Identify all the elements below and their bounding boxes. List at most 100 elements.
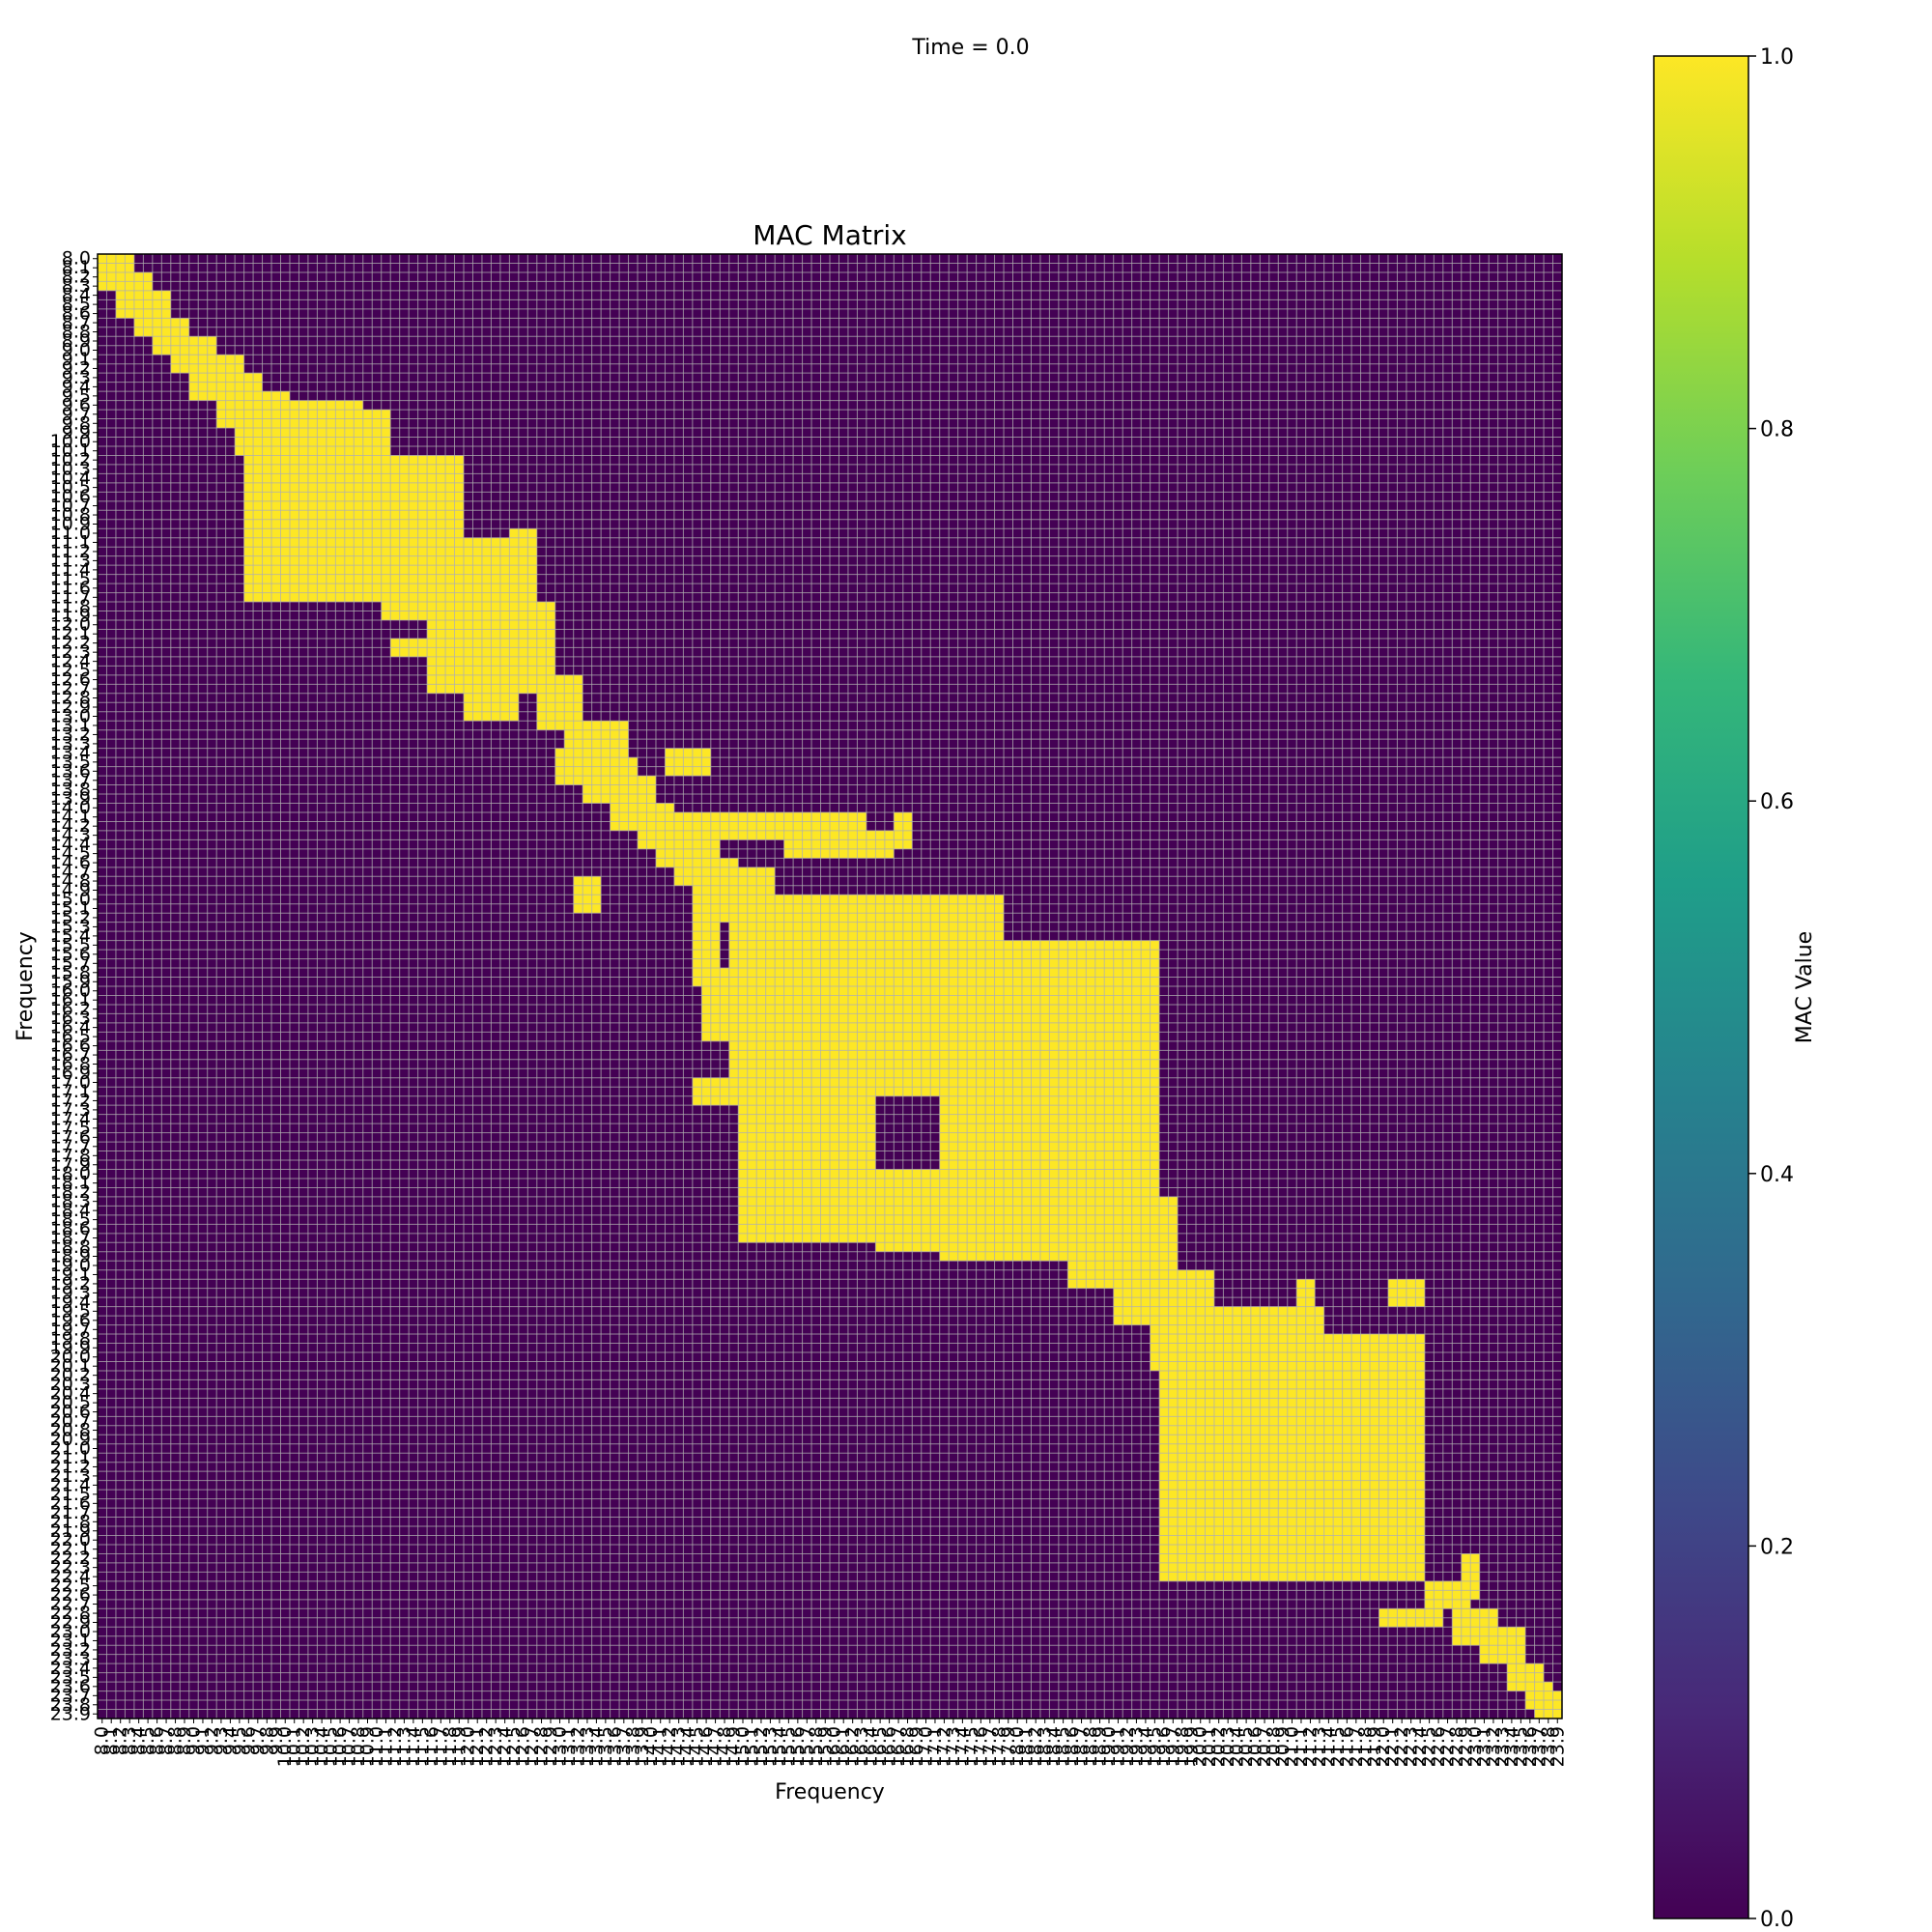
figure-suptitle: Time = 0.0 [911, 36, 1029, 60]
x-tick-label: 23.5 [1510, 1726, 1531, 1767]
y-tick-label: 20.9 [50, 1429, 91, 1450]
x-tick-label: 23.1 [1473, 1726, 1494, 1767]
x-tick-label: 10.7 [339, 1726, 360, 1767]
x-tick-label: 12.6 [513, 1726, 534, 1767]
y-tick-label: 15.4 [50, 925, 91, 947]
y-tick-label: 17.4 [50, 1108, 91, 1129]
x-tick-label: 12.9 [540, 1726, 561, 1767]
x-axis-label: Frequency [775, 1780, 885, 1804]
y-tick-label: 17.0 [50, 1071, 91, 1093]
y-tick-label: 16.8 [50, 1054, 91, 1075]
y-tick-label: 18.0 [50, 1163, 91, 1184]
y-tick-label: 14.4 [50, 834, 91, 855]
y-tick-label: 16.2 [50, 999, 91, 1020]
colorbar-tick-label: 0.8 [1760, 418, 1794, 442]
y-tick-label: 11.3 [50, 550, 91, 571]
y-tick-label: 20.6 [50, 1402, 91, 1423]
colorbar-tick-label: 0.6 [1760, 790, 1794, 814]
y-tick-label: 22.6 [50, 1584, 91, 1605]
y-tick-label: 20.5 [50, 1392, 91, 1413]
y-tick-label: 12.7 [50, 678, 91, 699]
y-tick-label: 11.9 [50, 605, 91, 626]
x-tick-label: 10.9 [357, 1726, 379, 1767]
x-tick-label: 13.7 [613, 1726, 635, 1767]
y-tick-label: 8.5 [62, 294, 91, 315]
y-tick-label: 14.6 [50, 852, 91, 873]
x-tick-label: 23.6 [1520, 1726, 1541, 1767]
x-tick-label: 19.8 [1172, 1726, 1193, 1767]
y-tick-label: 19.5 [50, 1300, 91, 1321]
y-tick-label: 23.6 [50, 1676, 91, 1697]
x-tick-label: 21.0 [1281, 1726, 1302, 1767]
y-tick-label: 18.6 [50, 1218, 91, 1239]
x-tick-label: 13.4 [585, 1726, 607, 1767]
y-tick-label: 22.7 [50, 1594, 91, 1615]
y-tick-label: 16.1 [50, 989, 91, 1010]
x-tick-label: 22.6 [1428, 1726, 1449, 1767]
x-tick-label: 20.7 [1254, 1726, 1275, 1767]
y-tick-label: 8.8 [62, 322, 91, 343]
y-tick-label: 11.7 [50, 586, 91, 608]
x-tick-label: 20.9 [1272, 1726, 1293, 1767]
x-tick-label: 9.6 [238, 1726, 259, 1755]
y-tick-label: 12.2 [50, 633, 91, 654]
x-tick-label: 9.1 [192, 1726, 213, 1755]
x-tick-label: 20.0 [1190, 1726, 1211, 1767]
x-tick-label: 9.0 [183, 1726, 204, 1755]
y-tick-label: 16.0 [50, 980, 91, 1002]
x-tick-label: 13.1 [558, 1726, 580, 1767]
x-tick-label: 12.7 [522, 1726, 543, 1767]
x-tick-label: 9.8 [256, 1726, 277, 1755]
x-tick-label: 8.4 [128, 1726, 150, 1755]
y-tick-label: 15.3 [50, 916, 91, 937]
x-tick-label: 12.2 [476, 1726, 497, 1767]
y-tick-label: 23.8 [50, 1694, 91, 1716]
x-tick-label: 22.8 [1446, 1726, 1467, 1767]
x-tick-label: 19.9 [1180, 1726, 1202, 1767]
y-tick-label: 13.9 [50, 788, 91, 810]
y-tick-label: 21.7 [50, 1502, 91, 1523]
colorbar-tick-label: 0.0 [1760, 1908, 1794, 1932]
y-tick-label: 16.3 [50, 1008, 91, 1029]
y-tick-label: 13.5 [50, 752, 91, 773]
x-tick-label: 11.4 [403, 1726, 424, 1767]
x-tick-label: 14.3 [668, 1726, 690, 1767]
y-tick-label: 13.6 [50, 760, 91, 781]
y-tick-label: 9.2 [62, 357, 91, 379]
y-tick-label: 15.7 [50, 952, 91, 974]
y-tick-label: 17.8 [50, 1145, 91, 1166]
x-tick-label: 10.8 [348, 1726, 369, 1767]
x-tick-label: 13.2 [567, 1726, 588, 1767]
x-tick-label: 20.8 [1264, 1726, 1285, 1767]
x-tick-label: 10.5 [321, 1726, 342, 1767]
x-tick-label: 8.5 [137, 1726, 158, 1755]
x-tick-label: 18.2 [1025, 1726, 1046, 1767]
y-tick-label: 20.1 [50, 1355, 91, 1377]
x-tick-label: 13.6 [604, 1726, 625, 1767]
x-tick-label: 17.0 [915, 1726, 936, 1767]
x-tick-label: 15.8 [806, 1726, 827, 1767]
y-tick-label: 19.1 [50, 1264, 91, 1285]
x-tick-label: 15.2 [751, 1726, 772, 1767]
y-tick-label: 22.1 [50, 1539, 91, 1560]
y-tick-label: 8.2 [62, 267, 91, 288]
x-tick-label: 21.3 [1309, 1726, 1330, 1767]
x-tick-label: 16.6 [879, 1726, 900, 1767]
x-tick-label: 18.3 [1035, 1726, 1056, 1767]
x-tick-label: 14.6 [696, 1726, 717, 1767]
y-tick-label: 12.1 [50, 623, 91, 644]
x-tick-label: 13.3 [577, 1726, 598, 1767]
x-tick-label: 23.3 [1492, 1726, 1513, 1767]
y-tick-label: 15.9 [50, 971, 91, 992]
x-tick-label: 18.8 [1080, 1726, 1101, 1767]
x-tick-label: 11.5 [412, 1726, 433, 1767]
x-tick-label: 8.3 [119, 1726, 140, 1755]
x-tick-label: 21.5 [1327, 1726, 1349, 1767]
y-tick-label: 19.0 [50, 1255, 91, 1276]
colorbar-label: MAC Value [1793, 931, 1817, 1043]
y-tick-label: 14.8 [50, 870, 91, 892]
y-tick-label: 23.3 [50, 1648, 91, 1669]
y-tick-label: 18.4 [50, 1200, 91, 1221]
x-tick-label: 8.6 [147, 1726, 168, 1755]
colorbar-tick-label: 0.4 [1760, 1163, 1794, 1187]
